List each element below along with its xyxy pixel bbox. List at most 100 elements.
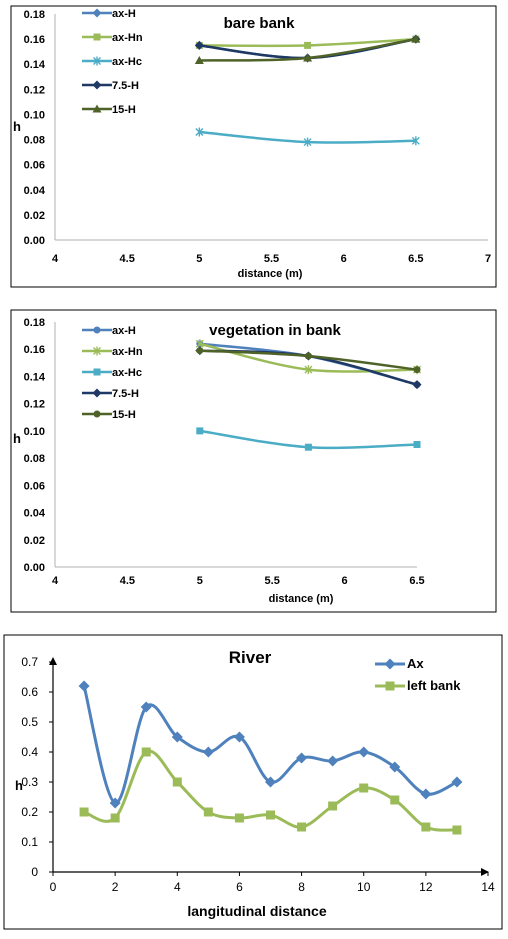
chart-2: 0.00 0.02 0.04 0.06 0.08 0.10 0.12 0.14 0.16 0.18… bbox=[10, 309, 497, 613]
legend-marker bbox=[93, 56, 101, 66]
x-tick-label: 4 bbox=[52, 575, 59, 587]
legend-label: ax-Hn bbox=[112, 32, 143, 44]
y-tick-label: 0.12 bbox=[24, 84, 45, 96]
legend-entry: ax-Hn bbox=[82, 346, 143, 358]
legend-marker bbox=[93, 346, 101, 356]
data-point bbox=[411, 136, 420, 146]
y-tick-label: 0.2 bbox=[21, 805, 38, 819]
data-point bbox=[266, 810, 275, 820]
legend-marker bbox=[93, 33, 101, 41]
legend-entry: ax-Hn bbox=[82, 32, 143, 44]
data-point bbox=[79, 807, 89, 817]
x-tick-label: 8 bbox=[298, 880, 305, 894]
x-tick-label: 6 bbox=[341, 253, 347, 265]
legend-marker bbox=[92, 8, 102, 18]
x-tick-label: 6 bbox=[236, 880, 243, 894]
legend-marker bbox=[92, 80, 102, 90]
y-tick-label: 0.02 bbox=[24, 210, 45, 222]
data-point bbox=[297, 822, 307, 832]
series-Ax bbox=[78, 680, 463, 809]
x-tick-label: 5.5 bbox=[264, 253, 279, 265]
chart-title: bare bank bbox=[224, 15, 296, 32]
y-tick-label: 0.18 bbox=[24, 317, 45, 329]
x-tick-label: 7 bbox=[485, 253, 491, 265]
y-axis-title: h bbox=[13, 431, 21, 446]
legend-marker bbox=[93, 368, 101, 376]
y-axis-title: h bbox=[15, 778, 23, 793]
data-point bbox=[265, 776, 276, 788]
legend-label: ax-Hc bbox=[112, 367, 142, 379]
y-tick-label: 0.16 bbox=[24, 34, 45, 46]
data-point bbox=[233, 731, 245, 743]
legend-entry: 15-H bbox=[82, 104, 136, 116]
data-point bbox=[194, 55, 204, 64]
chart-frame bbox=[10, 309, 497, 613]
y-axis-arrow bbox=[49, 657, 57, 665]
chart-title: vegetation in bank bbox=[209, 322, 341, 339]
data-point bbox=[172, 777, 182, 787]
legend-label: ax-Hn bbox=[112, 346, 143, 358]
legend-entry: left bank bbox=[375, 678, 461, 693]
legend-label: ax-H bbox=[112, 325, 136, 337]
y-tick-label: 0.14 bbox=[24, 371, 46, 383]
y-tick-label: 0.00 bbox=[24, 235, 45, 247]
legend-marker bbox=[92, 104, 102, 113]
data-point bbox=[412, 380, 422, 390]
data-point bbox=[328, 801, 338, 811]
data-point bbox=[421, 822, 431, 832]
legend-marker bbox=[385, 681, 395, 691]
data-point bbox=[234, 813, 244, 823]
y-tick-label: 0.14 bbox=[24, 59, 46, 71]
y-tick-label: 0.18 bbox=[24, 9, 45, 21]
legend-entry: 7.5-H bbox=[82, 80, 139, 92]
data-point bbox=[194, 40, 204, 50]
data-point bbox=[452, 825, 462, 835]
data-point bbox=[141, 747, 151, 757]
chart-1: 0.00 0.02 0.04 0.06 0.08 0.10 0.12 0.14 0.16 0.18… bbox=[10, 5, 497, 288]
x-tick-label: 12 bbox=[419, 880, 433, 894]
chart-3: 0 0.1 0.2 0.3 0.4 0.5 0.6 0.7 0 2 4 6 8 10 12 14 River la… bbox=[3, 634, 503, 930]
data-point bbox=[202, 746, 214, 758]
legend-entry: Ax bbox=[375, 656, 424, 671]
data-point bbox=[413, 441, 421, 448]
series-15-H bbox=[194, 34, 421, 64]
legend-entry: ax-H bbox=[82, 8, 136, 20]
x-tick-label: 4 bbox=[52, 253, 59, 265]
x-tick-label: 0 bbox=[50, 880, 57, 894]
legend-entry: ax-Hc bbox=[82, 367, 142, 379]
data-point bbox=[389, 761, 401, 773]
x-tick-label: 6.5 bbox=[409, 575, 424, 587]
legend-entry: 7.5-H bbox=[82, 388, 139, 400]
y-tick-label: 0.08 bbox=[24, 135, 45, 147]
y-tick-label: 0 bbox=[31, 865, 38, 879]
legend-marker bbox=[384, 658, 396, 670]
x-tick-label: 4.5 bbox=[120, 253, 135, 265]
legend-entry: 15-H bbox=[82, 409, 136, 421]
y-tick-label: 0.7 bbox=[21, 655, 38, 669]
y-tick-label: 0.04 bbox=[24, 185, 46, 197]
data-point bbox=[390, 795, 400, 805]
data-point bbox=[110, 813, 120, 823]
y-tick-label: 0.06 bbox=[24, 480, 45, 492]
legend-label: left bank bbox=[407, 678, 461, 693]
data-point bbox=[140, 701, 152, 713]
series-left bank bbox=[79, 747, 462, 835]
data-point bbox=[358, 746, 370, 758]
y-tick-label: 0.3 bbox=[21, 775, 38, 789]
data-point bbox=[78, 680, 90, 692]
data-point bbox=[195, 127, 204, 137]
data-point bbox=[196, 427, 204, 435]
data-point bbox=[303, 137, 312, 147]
data-point bbox=[451, 776, 463, 788]
data-point bbox=[359, 783, 369, 793]
x-tick-label: 6 bbox=[342, 575, 348, 587]
data-point bbox=[203, 807, 213, 817]
data-point bbox=[304, 365, 313, 375]
x-tick-label: 10 bbox=[357, 880, 371, 894]
x-tick-label: 14 bbox=[481, 880, 495, 894]
y-tick-label: 0.12 bbox=[24, 399, 45, 411]
y-tick-label: 0.00 bbox=[24, 562, 45, 574]
legend-entry: ax-Hc bbox=[82, 56, 142, 68]
legend-marker bbox=[93, 326, 101, 334]
